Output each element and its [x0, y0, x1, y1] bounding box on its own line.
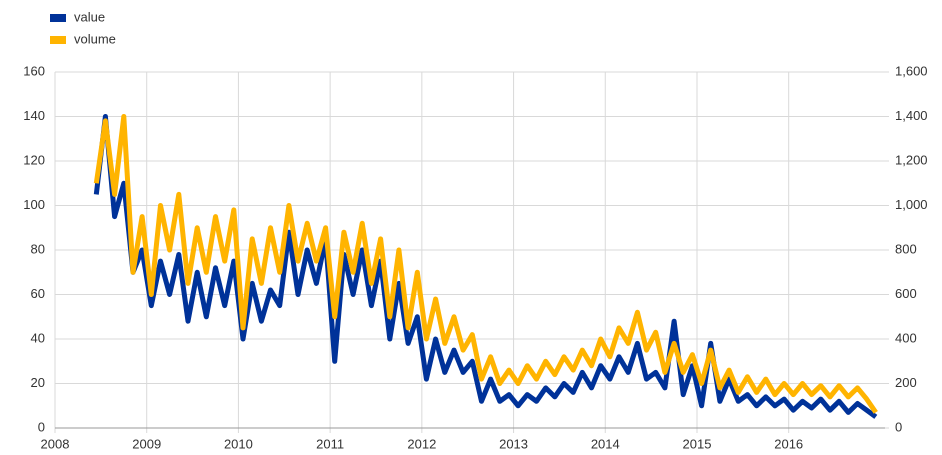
legend-swatch [50, 14, 66, 22]
y2-tick-label: 1,200 [895, 152, 928, 167]
x-tick-label: 2014 [591, 436, 620, 451]
y-tick-label: 100 [23, 197, 45, 212]
y-tick-label: 0 [38, 419, 45, 434]
x-tick-label: 2015 [683, 436, 712, 451]
y-tick-label: 160 [23, 63, 45, 78]
y2-tick-label: 1,600 [895, 63, 928, 78]
series-line [93, 114, 878, 414]
y-tick-label: 120 [23, 152, 45, 167]
legend-swatch [50, 36, 66, 44]
y2-tick-label: 1,400 [895, 108, 928, 123]
y-tick-label: 40 [31, 330, 45, 345]
y-tick-label: 80 [31, 241, 45, 256]
x-tick-label: 2008 [41, 436, 70, 451]
y2-tick-label: 400 [895, 330, 917, 345]
y2-tick-label: 800 [895, 241, 917, 256]
x-tick-label: 2011 [316, 436, 344, 451]
y-tick-label: 140 [23, 108, 45, 123]
x-tick-label: 2012 [407, 436, 436, 451]
y-tick-label: 60 [31, 286, 45, 301]
y2-tick-label: 200 [895, 375, 917, 390]
legend-label: volume [74, 31, 116, 46]
y2-tick-label: 1,000 [895, 197, 928, 212]
y2-tick-label: 0 [895, 419, 902, 434]
x-tick-label: 2016 [774, 436, 803, 451]
y2-tick-label: 600 [895, 286, 917, 301]
legend-label: value [74, 9, 105, 24]
x-tick-label: 2010 [224, 436, 253, 451]
y-tick-label: 20 [31, 375, 45, 390]
series-line [93, 114, 878, 419]
x-tick-label: 2013 [499, 436, 528, 451]
x-tick-label: 2009 [132, 436, 161, 451]
